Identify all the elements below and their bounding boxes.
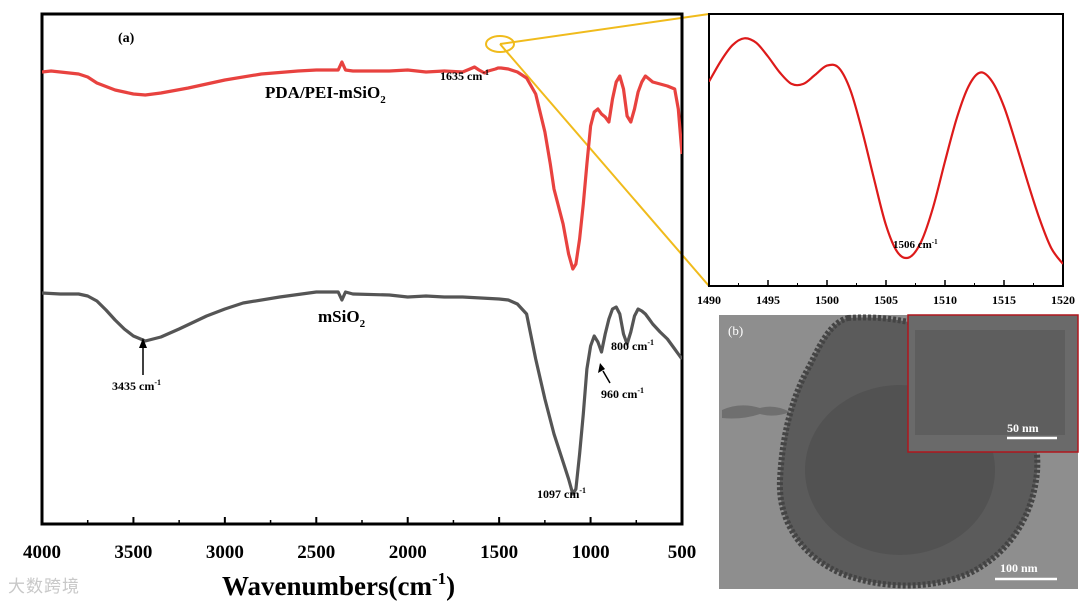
zoom-connector-top [499,13,710,45]
series-line-msio2 [42,290,682,496]
inset-series-line [709,37,1063,265]
panel-a-label: (a) [118,31,135,46]
main-curves [42,60,682,496]
watermark: 大数跨境 [8,577,80,597]
x-tick-label: 3000 [206,542,244,563]
inset-plot-frame [708,13,1064,287]
tem-inset-texture [915,330,1065,435]
inset-x-tick-label: 1505 [874,293,898,307]
arrow-3435-head [139,338,147,348]
series-label-msio2: mSiO2 [318,307,366,330]
scale-bar-label: 100 nm [1000,561,1038,575]
inset-x-tick-label: 1500 [815,293,839,307]
annotation-1097: 1097 cm-1 [537,486,586,501]
inset-x-tick-label: 1510 [933,293,957,307]
inset-annotation-1506: 1506 cm-1 [893,238,938,251]
panel-b-label: (b) [728,323,743,338]
tem-debris [722,405,790,419]
series-label-pda-pei-msio2: PDA/PEI-mSiO2 [265,83,386,106]
annotation-3435: 3435 cm-1 [112,378,161,393]
x-tick-label: 500 [668,542,697,563]
x-tick-label: 4000 [23,542,61,563]
main-x-ticks: 4000 3500 3000 2500 2000 1500 1000 500 [23,517,696,563]
x-axis-title: Wavenumbers(cm-1) [222,569,455,601]
inset-x-tick-label: 1520 [1051,293,1075,307]
x-tick-label: 2500 [297,542,335,563]
x-tick-label: 1500 [480,542,518,563]
series-line-pda-pei-msio2 [42,60,682,271]
annotation-800: 800 cm-1 [611,338,654,353]
inset-curves [709,37,1063,265]
zoom-connector-bottom [499,43,710,287]
zoom-highlight-ellipse [485,35,515,53]
inset-x-tick-label: 1490 [697,293,721,307]
x-tick-label: 3500 [114,542,152,563]
arrow-960 [602,370,611,384]
annotation-1635: 1635 cm-1 [440,68,489,83]
inset-scale-bar-label: 50 nm [1007,421,1039,435]
arrow-960-head [598,363,605,373]
inset-x-tick-label: 1495 [756,293,780,307]
inset-x-ticks: 1490 1495 1500 1505 1510 1515 1520 [697,280,1075,307]
annotation-960: 960 cm-1 [601,386,644,401]
inset-x-tick-label: 1515 [992,293,1016,307]
x-tick-label: 2000 [389,542,427,563]
x-tick-label: 1000 [572,542,610,563]
tem-micrograph: (b) 50 nm 100 nm [719,314,1079,589]
